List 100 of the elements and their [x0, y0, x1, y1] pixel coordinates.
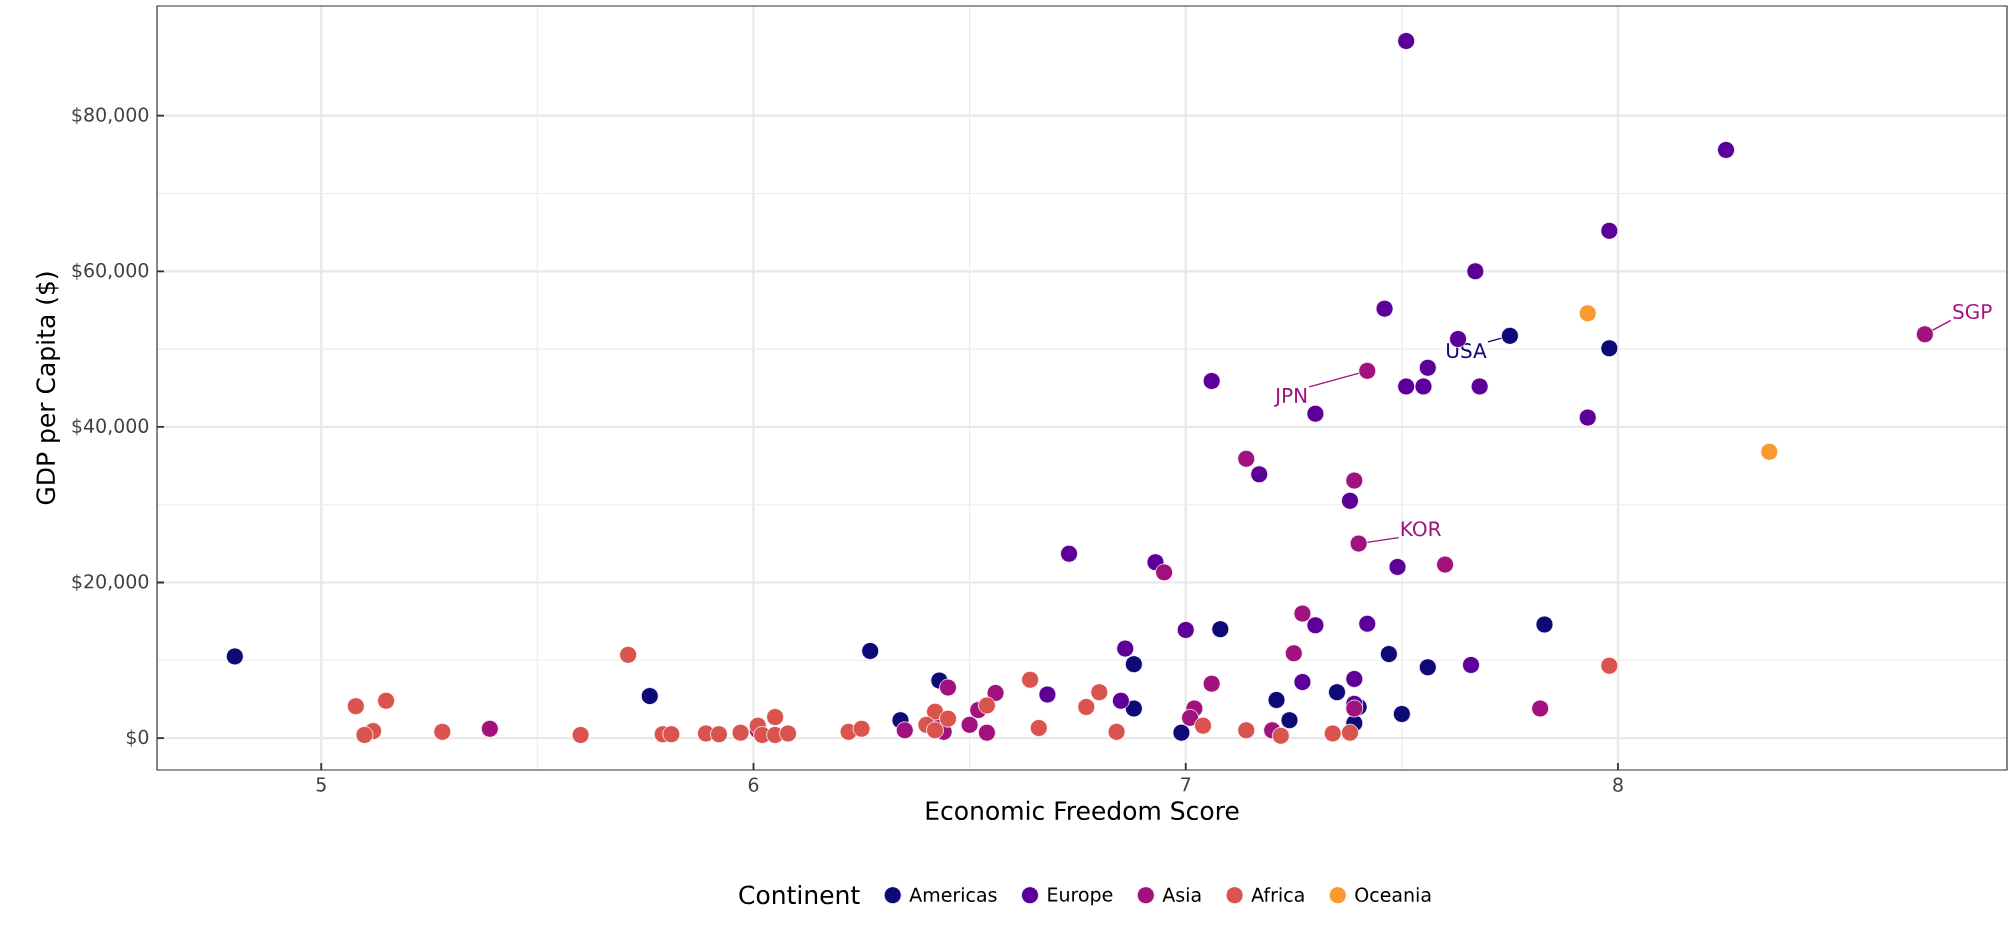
point — [662, 725, 681, 744]
point — [978, 696, 996, 715]
point — [1293, 604, 1312, 623]
point — [1462, 656, 1480, 674]
x-tick-label: 7 — [1181, 777, 1191, 792]
point — [1202, 372, 1221, 390]
point — [1211, 620, 1230, 639]
point — [1293, 673, 1312, 691]
point — [1284, 644, 1303, 663]
point — [1176, 621, 1195, 639]
point — [1358, 614, 1377, 633]
point — [978, 723, 996, 742]
point — [1349, 534, 1368, 553]
point — [1181, 708, 1199, 727]
legend-label: Oceania — [1355, 887, 1431, 902]
point — [1358, 361, 1377, 380]
point — [1466, 262, 1485, 281]
y-tick-label: $60,000 — [72, 262, 149, 280]
point — [1267, 691, 1286, 709]
point — [1306, 616, 1325, 635]
point — [710, 725, 728, 744]
legend-label: Europe — [1048, 887, 1113, 906]
point — [926, 721, 944, 740]
point — [377, 691, 395, 710]
point — [1250, 465, 1269, 484]
point — [1029, 719, 1048, 737]
point — [731, 723, 750, 742]
x-tick-label: 6 — [748, 777, 759, 792]
point — [1397, 377, 1416, 396]
point — [960, 715, 979, 734]
point — [1323, 724, 1342, 743]
point — [1392, 705, 1411, 723]
point — [1172, 723, 1191, 742]
point — [433, 722, 452, 741]
point — [1306, 404, 1325, 423]
point — [852, 719, 871, 738]
point — [1341, 491, 1359, 510]
point — [861, 642, 880, 660]
point — [1578, 408, 1597, 427]
point — [1090, 683, 1109, 702]
point — [1470, 377, 1489, 396]
point — [1600, 339, 1619, 358]
x-axis-title: Economic Freedom Score — [926, 800, 1239, 821]
point — [766, 708, 785, 726]
point — [1345, 699, 1364, 718]
point — [1112, 691, 1130, 710]
y-tick-label: $40,000 — [72, 418, 149, 436]
point — [619, 645, 638, 664]
point — [1116, 639, 1135, 658]
point — [1418, 658, 1437, 677]
point — [225, 647, 244, 666]
point — [1418, 358, 1437, 377]
point — [939, 678, 957, 697]
point — [1345, 670, 1364, 688]
point — [1155, 563, 1174, 582]
x-tick-label: 8 — [1613, 777, 1623, 792]
point — [1531, 699, 1550, 718]
y-axis-title: GDP per Capita ($) — [35, 272, 61, 505]
point — [1600, 221, 1619, 240]
point — [895, 721, 914, 740]
point — [1501, 326, 1519, 345]
point — [1535, 615, 1554, 634]
x-tick-label: 5 — [316, 777, 326, 792]
point — [1237, 721, 1256, 740]
point — [1414, 377, 1433, 396]
point — [1107, 722, 1126, 741]
point — [1341, 723, 1359, 742]
point — [1021, 670, 1040, 689]
annotation: JPN — [1274, 388, 1307, 407]
legend-label: Asia — [1162, 887, 1201, 902]
legend-label: Africa — [1251, 887, 1304, 902]
point — [1345, 471, 1364, 490]
point — [1397, 32, 1416, 50]
point — [1600, 656, 1619, 675]
point — [1077, 698, 1096, 716]
point — [1717, 141, 1735, 159]
point — [1271, 726, 1290, 745]
point — [779, 724, 797, 743]
legend-title: Continent — [739, 884, 860, 905]
legend-label: Americas — [909, 887, 997, 902]
point — [1578, 304, 1597, 323]
point — [1760, 442, 1779, 461]
annotation: KOR — [1401, 521, 1441, 537]
y-tick-label: $20,000 — [72, 573, 149, 592]
point — [1915, 325, 1934, 344]
point — [346, 697, 365, 716]
point — [571, 726, 590, 744]
point — [939, 709, 957, 728]
point — [1124, 699, 1143, 718]
point — [1328, 683, 1346, 702]
point — [480, 719, 499, 738]
point — [1124, 655, 1143, 674]
point — [1194, 716, 1212, 735]
point — [1379, 645, 1398, 663]
point — [986, 684, 1005, 702]
point — [1375, 299, 1394, 318]
point — [1060, 544, 1078, 563]
point — [1202, 674, 1221, 693]
y-tick-label: $80,000 — [72, 107, 149, 125]
point — [1388, 558, 1407, 576]
